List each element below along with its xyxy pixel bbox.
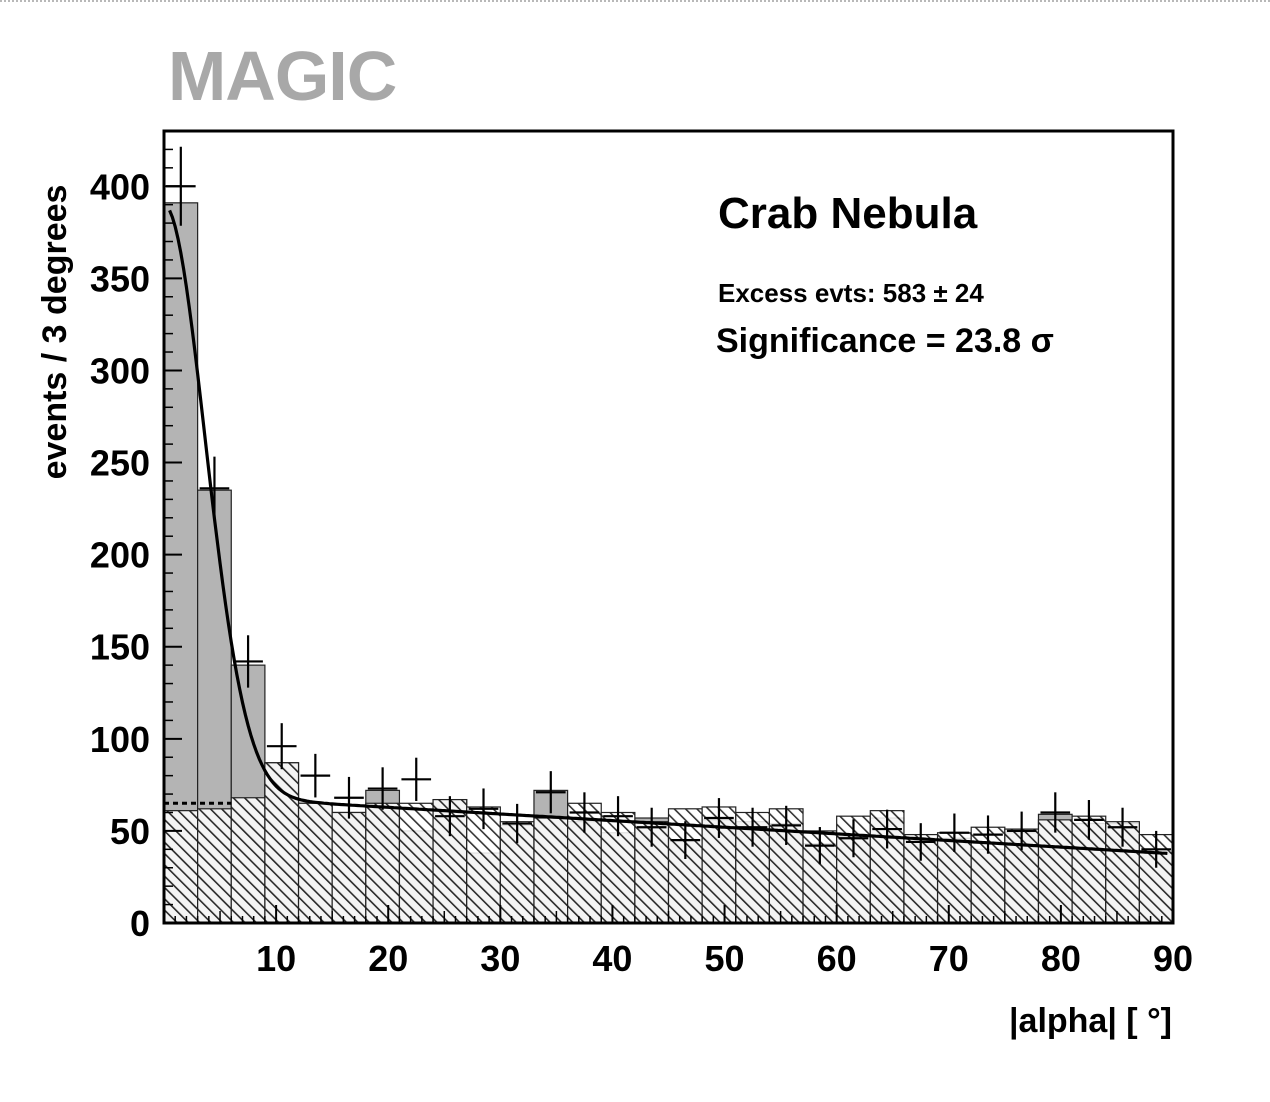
data-point-18 xyxy=(771,805,802,845)
data-point-3 xyxy=(266,723,297,770)
y-tick-label-0: 0 xyxy=(130,903,150,944)
data-point-4 xyxy=(300,753,331,798)
data-point-27 xyxy=(1074,800,1104,840)
x-tick-label-2: 30 xyxy=(480,938,520,979)
y-tick-label-2: 100 xyxy=(90,719,150,760)
x-tick-label-6: 70 xyxy=(929,938,969,979)
x-axis-title: |alpha| [ °] xyxy=(1009,1002,1172,1040)
data-point-10 xyxy=(502,803,532,844)
hatched-bar-2 xyxy=(230,797,266,924)
data-point-22 xyxy=(905,823,936,861)
data-point-21 xyxy=(872,809,902,849)
y-tick-label-4: 200 xyxy=(90,535,150,576)
y-tick-label-3: 150 xyxy=(90,627,150,668)
data-point-14 xyxy=(636,807,667,847)
y-axis-ticks: 0 50 100 150 200 250 300 350 400 xyxy=(90,148,182,944)
data-point-20 xyxy=(838,819,869,858)
hatched-bar-4 xyxy=(297,802,333,924)
x-tick-label-4: 50 xyxy=(705,938,745,979)
data-point-11 xyxy=(535,771,566,814)
data-point-9 xyxy=(468,788,499,830)
data-point-8 xyxy=(435,796,465,837)
page-top-border xyxy=(0,0,1270,2)
x-tick-label-8: 90 xyxy=(1153,938,1193,979)
x-tick-label-3: 40 xyxy=(592,938,632,979)
data-point-26 xyxy=(1040,792,1071,833)
data-point-7 xyxy=(401,757,432,801)
hatched-bar-26 xyxy=(1037,819,1073,924)
hatched-bar-5 xyxy=(331,811,367,924)
y-tick-label-7: 350 xyxy=(90,258,150,299)
data-point-24 xyxy=(973,815,1003,854)
data-points xyxy=(166,146,1171,868)
data-point-5 xyxy=(334,776,364,819)
data-point-15 xyxy=(670,821,701,859)
brand-logo-text: MAGIC xyxy=(168,37,397,115)
annotation-significance: Significance = 23.8 σ xyxy=(716,322,1054,360)
annotation-excess: Excess evts: 583 ± 24 xyxy=(718,278,984,308)
data-point-13 xyxy=(603,796,633,837)
data-point-23 xyxy=(939,813,970,852)
x-axis-ticks: 10 20 30 40 50 60 70 80 90 xyxy=(174,905,1193,979)
hatched-bar-6 xyxy=(365,802,401,924)
hatched-bar-11 xyxy=(533,817,569,924)
x-tick-label-1: 20 xyxy=(368,938,408,979)
x-tick-label-0: 10 xyxy=(256,938,296,979)
data-point-2 xyxy=(233,635,263,688)
fit-curve-line xyxy=(168,209,1168,855)
x-tick-label-7: 80 xyxy=(1041,938,1081,979)
y-tick-label-8: 400 xyxy=(90,166,150,207)
hatched-bar-3 xyxy=(264,762,300,924)
hatched-bar-1 xyxy=(197,808,232,924)
fit-curve xyxy=(168,209,1168,855)
data-point-6 xyxy=(367,767,398,810)
y-tick-label-1: 50 xyxy=(110,811,150,852)
data-point-28 xyxy=(1107,807,1138,847)
x-tick-label-5: 60 xyxy=(817,938,857,979)
y-tick-label-5: 250 xyxy=(90,443,150,484)
hatched-bar-0 xyxy=(163,810,199,924)
y-axis-title: events / 3 degrees xyxy=(36,185,74,480)
annotation-title: Crab Nebula xyxy=(718,189,978,238)
hatched-bar-7 xyxy=(398,802,434,924)
data-point-29 xyxy=(1141,830,1171,868)
data-point-12 xyxy=(569,792,600,833)
data-point-16 xyxy=(704,798,734,838)
y-tick-label-6: 300 xyxy=(90,350,150,391)
